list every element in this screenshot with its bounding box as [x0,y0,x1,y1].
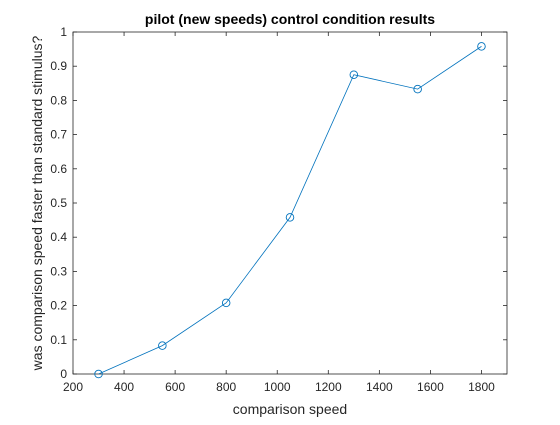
data-point-marker [349,70,359,79]
y-tick-label: 0.2 [50,299,67,313]
x-tick-label: 600 [165,380,185,394]
x-tick-label: 800 [216,380,236,394]
y-tick-label: 0.5 [50,196,67,210]
y-tick-label: 0.4 [50,230,67,244]
x-tick-label: 1000 [264,380,291,394]
x-tick-label: 400 [114,380,134,394]
y-tick-label: 0.8 [50,93,67,107]
plot-area [72,31,508,375]
data-point-marker [285,213,295,222]
y-axis-label: was comparison speed faster than standar… [29,35,45,371]
y-tick-label: 1 [60,25,67,39]
y-tick-label: 0.1 [50,333,67,347]
y-tick-label: 0.7 [50,128,67,142]
data-point-marker [477,42,486,51]
y-tick-label: 0 [60,367,67,381]
x-tick-label: 1600 [417,380,444,394]
x-axis-ticks: 200 400 600 800 1000 1200 1400 1600 1800 [63,32,495,394]
x-tick-label: 1400 [366,380,393,394]
x-tick-label: 200 [63,380,83,394]
chart-title: pilot (new speeds) control condition res… [145,11,435,27]
series-line [98,46,482,375]
x-tick-label: 1200 [315,380,342,394]
series-layer [94,42,486,379]
y-tick-label: 0.9 [50,59,67,73]
y-axis-ticks: 0 0.1 0.2 0.3 0.4 0.5 0.6 0.7 0.8 0.9 1 [50,25,507,381]
x-tick-label: 1800 [468,380,495,394]
data-point-marker [94,369,103,379]
data-point-marker [158,341,167,350]
y-tick-label: 0.6 [50,162,67,176]
data-point-marker [221,298,231,308]
data-point-marker [413,84,422,94]
y-tick-label: 0.3 [50,264,67,278]
x-axis-label: comparison speed [233,401,347,417]
